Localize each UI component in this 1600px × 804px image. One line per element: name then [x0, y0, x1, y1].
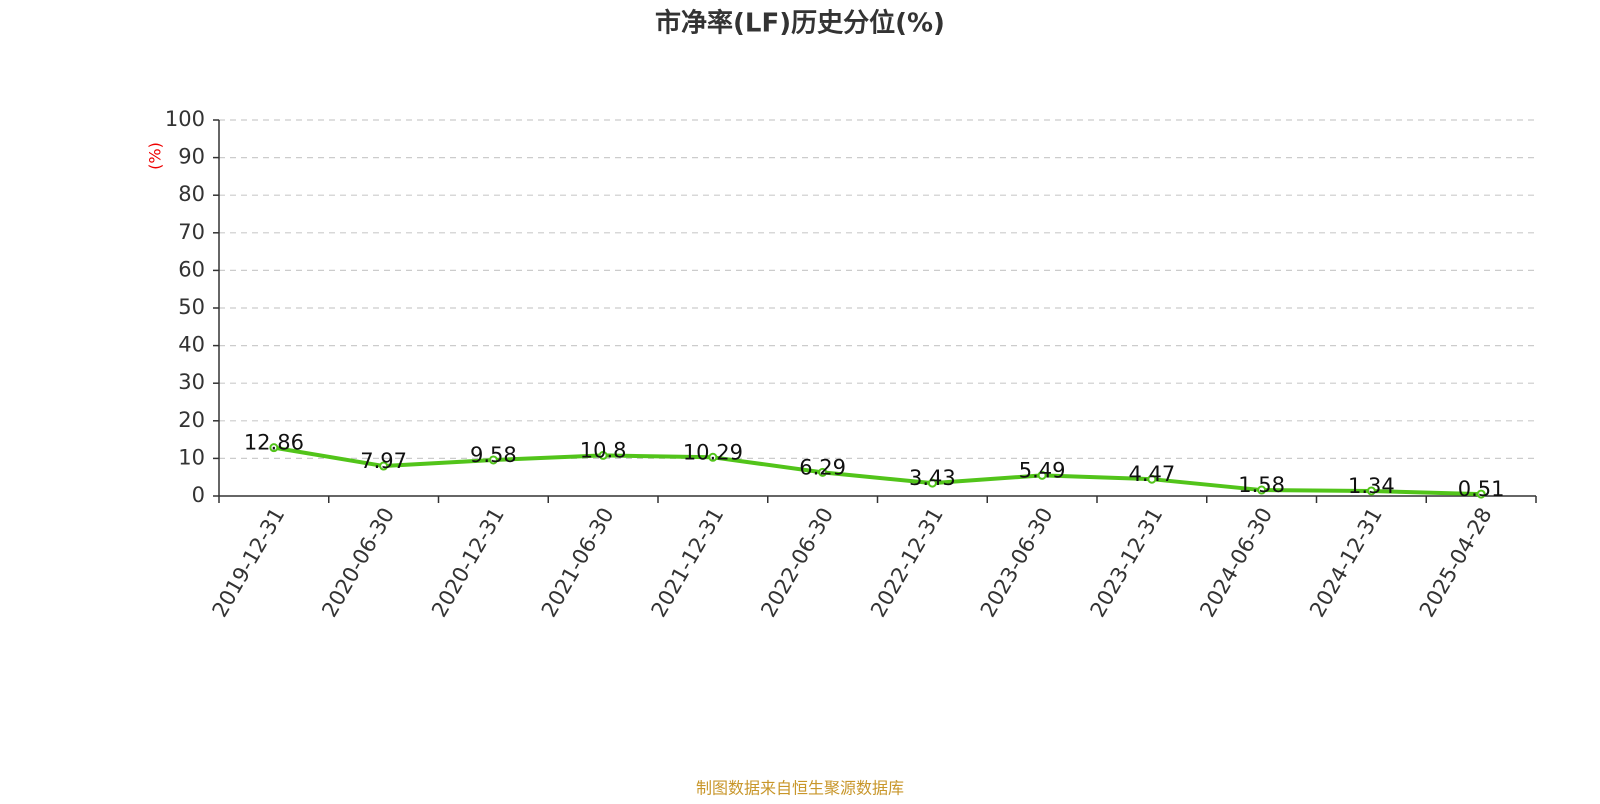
data-label: 6.29 [799, 455, 846, 479]
y-tick-label: 50 [178, 295, 205, 319]
data-point [379, 461, 389, 471]
x-tick-label: 2021-06-30 [537, 504, 619, 622]
y-tick-label: 80 [178, 182, 205, 206]
y-tick-label: 10 [178, 445, 205, 469]
data-point [1147, 474, 1157, 484]
y-tick-label: 30 [178, 370, 205, 394]
x-tick-label: 2024-06-30 [1195, 504, 1277, 622]
data-point [1257, 485, 1267, 495]
data-point [598, 450, 608, 460]
x-tick-label: 2020-12-31 [427, 504, 509, 622]
data-point [708, 452, 718, 462]
chart-title: 市净率(LF)历史分位(%) [655, 8, 945, 39]
data-point [269, 443, 279, 453]
y-tick-label: 60 [178, 257, 205, 281]
x-tick-label: 2022-06-30 [756, 504, 838, 622]
y-tick-label: 40 [178, 333, 205, 357]
data-point [1476, 489, 1486, 499]
y-tick-label: 70 [178, 220, 205, 244]
y-tick-label: 0 [192, 483, 205, 507]
y-tick-label: 20 [178, 408, 205, 432]
data-label: 12.86 [244, 431, 304, 455]
data-label: 5.49 [1019, 458, 1066, 482]
x-tick-label: 2023-06-30 [976, 504, 1058, 622]
source-note: 制图数据来自恒生聚源数据库 [696, 779, 904, 798]
data-point [1366, 486, 1376, 496]
x-tick-label: 2023-12-31 [1086, 504, 1168, 622]
data-label: 0.51 [1458, 477, 1505, 501]
x-tick-label: 2020-06-30 [317, 504, 399, 622]
data-label: 3.43 [909, 466, 956, 490]
y-tick-label: 90 [178, 145, 205, 169]
data-point [927, 478, 937, 488]
x-tick-label: 2025-04-28 [1415, 504, 1497, 622]
y-tick-label: 100 [165, 107, 205, 131]
x-tick-label: 2021-12-31 [647, 504, 729, 622]
data-line [273, 445, 1482, 497]
x-tick-label: 2024-12-31 [1305, 504, 1387, 622]
data-point [488, 455, 498, 465]
x-tick-label: 2019-12-31 [208, 504, 290, 622]
data-label: 10.29 [683, 440, 743, 464]
data-point [1037, 470, 1047, 480]
data-label: 9.58 [470, 443, 517, 467]
data-label: 1.58 [1238, 473, 1285, 497]
x-tick-label: 2022-12-31 [866, 504, 948, 622]
data-label: 10.8 [580, 438, 627, 462]
data-point [818, 467, 828, 477]
data-label: 4.47 [1128, 462, 1175, 486]
data-label: 1.34 [1348, 474, 1395, 498]
data-label: 7.97 [360, 449, 407, 473]
y-axis-label: (%) [146, 142, 165, 170]
